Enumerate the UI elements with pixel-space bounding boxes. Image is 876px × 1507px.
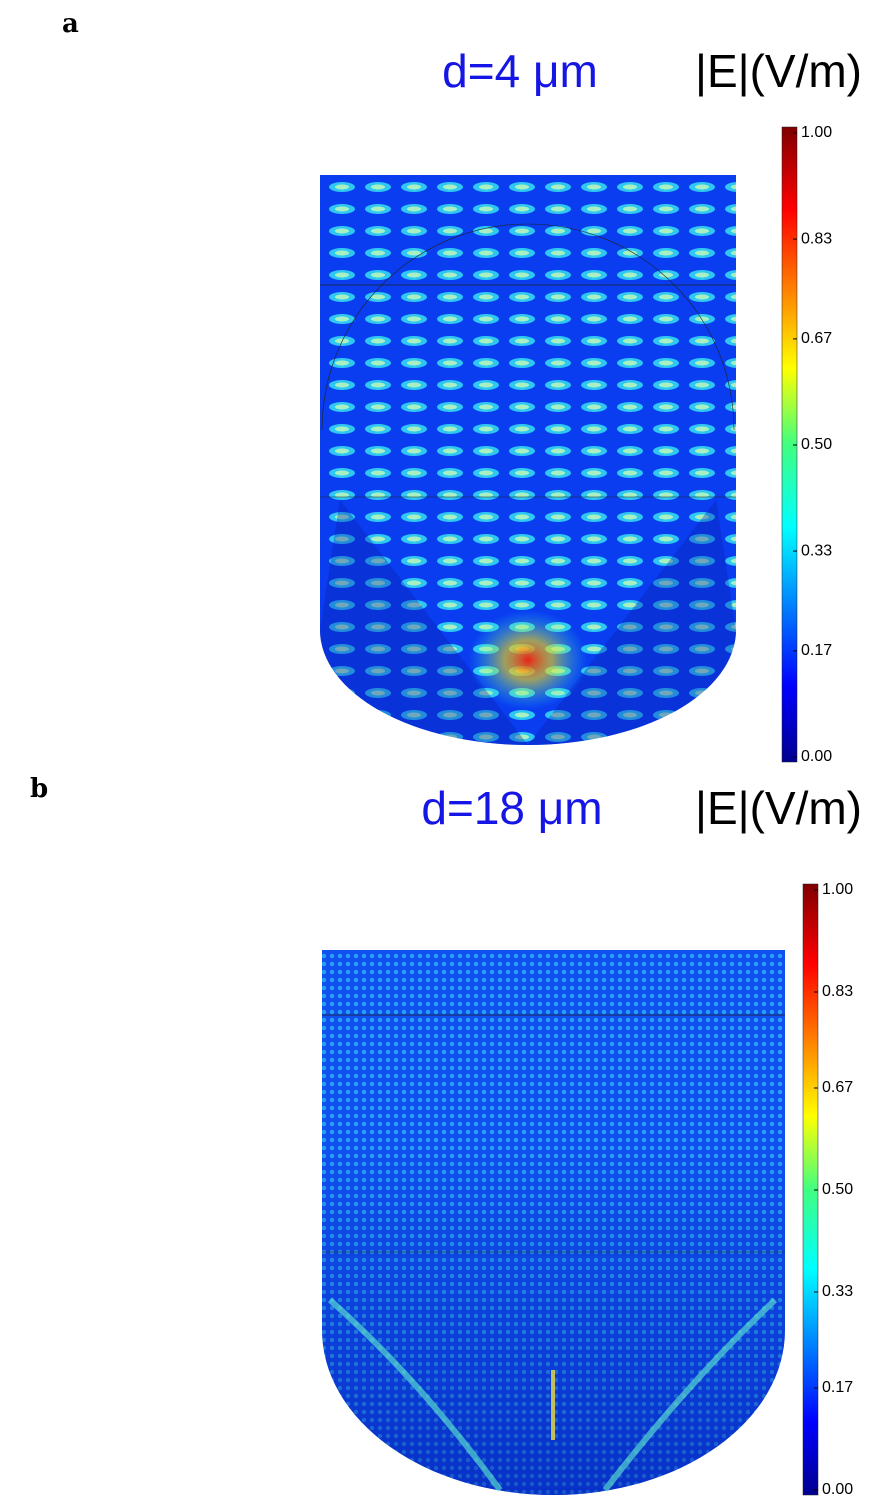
tick-label: 0.00 [801, 748, 832, 765]
panel-b: b d=18 μm |E|(V/m) [30, 774, 862, 1495]
tick-label: 1.00 [801, 124, 832, 141]
tick-label: 0.83 [801, 230, 832, 247]
tick-label: 0.33 [822, 1283, 853, 1300]
panel-a: a d=4 μm |E|(V/m) [62, 9, 862, 762]
colorbar-label: |E|(V/m) [695, 45, 862, 97]
panel-title: d=4 μm [442, 45, 598, 97]
panel-label: a [62, 9, 79, 39]
tick-label: 0.33 [801, 542, 832, 559]
field-focus [468, 610, 588, 710]
tick-label: 0.17 [801, 642, 832, 659]
panel-title: d=18 μm [421, 782, 602, 834]
panel-label: b [30, 774, 48, 804]
tick-label: 0.83 [822, 983, 853, 1000]
tick-label: 0.17 [822, 1379, 853, 1396]
tick-label: 0.50 [801, 436, 832, 453]
tick-label: 1.00 [822, 881, 853, 898]
tick-label: 0.67 [822, 1079, 853, 1096]
tick-label: 0.00 [822, 1481, 853, 1498]
tick-label: 0.50 [822, 1181, 853, 1198]
figure: a d=4 μm |E|(V/m) b d=18 μm |E|(V/m) 0.0… [0, 0, 876, 1507]
tick-label: 0.67 [801, 330, 832, 347]
colorbar-label: |E|(V/m) [695, 782, 862, 834]
field-shade [322, 1150, 785, 1495]
